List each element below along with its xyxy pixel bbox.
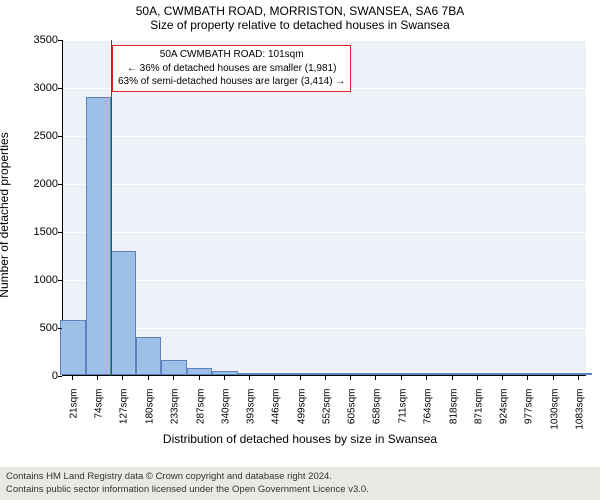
xtick-label: 1083sqm [574,389,585,439]
xtick-label: 446sqm [271,389,282,439]
xtick-label: 818sqm [448,389,459,439]
xtick-label: 658sqm [372,389,383,439]
gridline [63,184,586,185]
xtick-label: 287sqm [195,389,206,439]
annotation-box: 50A CWMBATH ROAD: 101sqm← 36% of detache… [112,45,351,92]
histogram-bar [86,97,111,375]
xtick-mark [375,376,376,380]
gridline [63,280,586,281]
annotation-line2: ← 36% of detached houses are smaller (1,… [118,62,345,76]
chart-title-1: 50A, CWMBATH ROAD, MORRISTON, SWANSEA, S… [0,0,600,18]
xtick-label: 340sqm [220,389,231,439]
xtick-label: 977sqm [524,389,535,439]
histogram-bar [491,373,516,375]
xtick-mark [300,376,301,380]
xtick-label: 233sqm [169,389,180,439]
xtick-label: 924sqm [499,389,510,439]
ytick-mark [58,88,62,89]
histogram-bar [516,373,541,375]
chart-title-2: Size of property relative to detached ho… [0,18,600,34]
ytick-mark [58,328,62,329]
xtick-mark [72,376,73,380]
xtick-label: 393sqm [246,389,257,439]
ytick-label: 500 [18,322,58,334]
annotation-line1: 50A CWMBATH ROAD: 101sqm [118,48,345,62]
xtick-label: 499sqm [296,389,307,439]
xtick-mark [578,376,579,380]
xtick-label: 127sqm [119,389,130,439]
xtick-label: 21sqm [69,389,80,439]
gridline [63,136,586,137]
xtick-label: 1030sqm [549,389,560,439]
xtick-mark [173,376,174,380]
y-axis-title: Number of detached properties [0,132,11,297]
xtick-mark [350,376,351,380]
ytick-label: 0 [18,370,58,382]
xtick-mark [224,376,225,380]
ytick-label: 1000 [18,274,58,286]
histogram-bar [263,373,288,375]
xtick-mark [527,376,528,380]
xtick-mark [502,376,503,380]
histogram-bar [541,373,566,375]
xtick-label: 764sqm [422,389,433,439]
xtick-mark [199,376,200,380]
histogram-bar [212,371,237,375]
ytick-mark [58,376,62,377]
xtick-mark [325,376,326,380]
xtick-mark [274,376,275,380]
ytick-mark [58,280,62,281]
xtick-label: 74sqm [94,389,105,439]
xtick-label: 711sqm [397,389,408,439]
ytick-label: 2000 [18,178,58,190]
histogram-bar [238,373,263,375]
histogram-bar [60,320,85,375]
xtick-mark [553,376,554,380]
ytick-label: 3000 [18,82,58,94]
ytick-mark [58,184,62,185]
histogram-bar [414,373,439,375]
histogram-bar [136,337,161,375]
histogram-bar [465,373,490,375]
footer-line1: Contains HM Land Registry data © Crown c… [6,471,594,483]
ytick-label: 3500 [18,34,58,46]
gridline [63,328,586,329]
ytick-label: 1500 [18,226,58,238]
histogram-bar [364,373,389,375]
histogram-bar [389,373,414,375]
chart-container: 50A, CWMBATH ROAD, MORRISTON, SWANSEA, S… [0,0,600,500]
xtick-mark [97,376,98,380]
xtick-label: 871sqm [473,389,484,439]
annotation-line3: 63% of semi-detached houses are larger (… [118,75,345,89]
xtick-mark [452,376,453,380]
xtick-label: 180sqm [144,389,155,439]
histogram-bar [339,373,364,375]
ytick-mark [58,40,62,41]
histogram-bar [187,368,212,375]
histogram-bar [313,373,338,375]
ytick-label: 2500 [18,130,58,142]
xtick-label: 605sqm [347,389,358,439]
gridline [63,232,586,233]
footer-line2: Contains public sector information licen… [6,484,594,496]
gridline [63,40,586,41]
histogram-bar [161,360,186,375]
xtick-mark [477,376,478,380]
xtick-mark [122,376,123,380]
histogram-bar [111,251,136,375]
xtick-mark [148,376,149,380]
ytick-mark [58,136,62,137]
footer: Contains HM Land Registry data © Crown c… [0,467,600,500]
histogram-bar [440,373,465,375]
histogram-bar [566,373,591,375]
xtick-mark [426,376,427,380]
histogram-bar [288,373,313,375]
ytick-mark [58,232,62,233]
xtick-mark [401,376,402,380]
xtick-mark [249,376,250,380]
xtick-label: 552sqm [321,389,332,439]
